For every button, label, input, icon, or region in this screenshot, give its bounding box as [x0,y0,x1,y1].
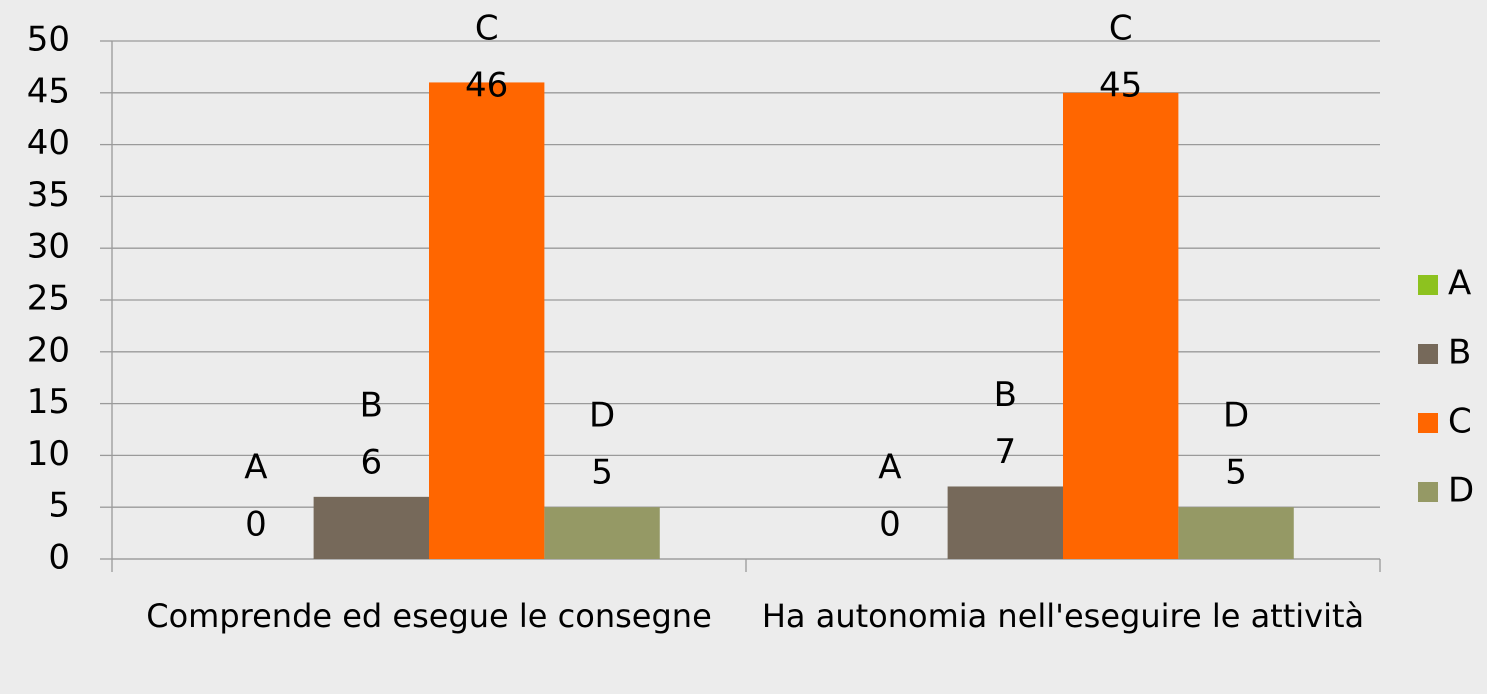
data-label-name: A [878,448,901,488]
data-label-name: B [994,375,1017,415]
legend-label: C [1448,402,1472,442]
data-label: 6 [360,442,382,482]
data-label: 0 [879,505,901,545]
legend-swatch [1418,344,1438,364]
bar [1178,507,1294,559]
y-tick-label: 30 [27,227,70,267]
y-tick-label: 35 [27,175,70,215]
y-tick-label: 40 [27,123,70,163]
x-tick-label-box: Ha autonomia nell'eseguire le attività [761,597,1365,635]
legend-swatch [1418,275,1438,295]
data-label-name: C [1109,9,1133,49]
data-label: 5 [1225,453,1247,493]
bar [429,82,545,559]
bar [544,507,660,559]
bar [947,486,1063,559]
data-label-name: D [1223,396,1249,436]
x-tick-label: Ha autonomia nell'eseguire le attività [761,597,1365,635]
bar [1063,92,1179,560]
y-tick-label: 15 [27,382,70,422]
y-tick-label: 0 [48,538,70,578]
data-label: 45 [1099,66,1142,106]
data-label: 7 [994,432,1016,472]
data-label-name: B [360,385,383,425]
x-tick-label: Comprende ed esegue le consegne [146,597,712,635]
y-tick-label: 25 [27,279,70,319]
data-label: 5 [591,453,613,493]
data-label: 0 [245,505,267,545]
data-label-name: A [244,448,267,488]
legend-label: D [1448,471,1474,511]
y-tick-label: 20 [27,330,70,370]
x-tick-label-box: Comprende ed esegue le consegne [146,597,712,635]
data-label: 46 [465,66,508,106]
y-tick-label: 5 [48,486,70,526]
data-label-name: D [589,396,615,436]
y-tick-label: 10 [27,434,70,474]
y-tick-label: 50 [27,20,70,60]
legend-swatch [1418,482,1438,502]
y-tick-label: 45 [27,71,70,111]
legend-label: B [1448,333,1471,373]
legend-label: A [1448,264,1471,304]
bar [313,496,429,559]
legend-swatch [1418,413,1438,433]
data-label-name: C [475,9,499,49]
